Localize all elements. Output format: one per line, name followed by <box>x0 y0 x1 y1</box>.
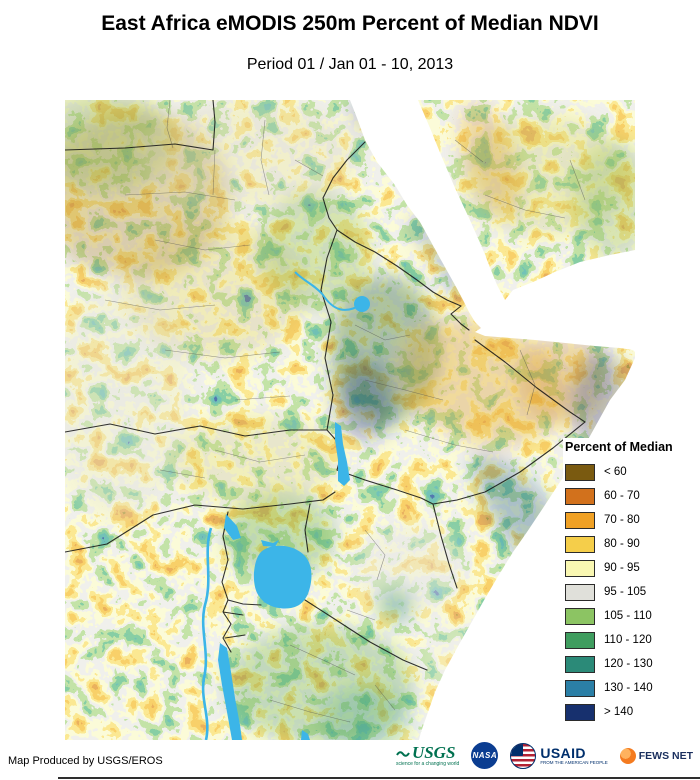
legend-label: 60 - 70 <box>604 490 640 502</box>
legend-row: 120 - 130 <box>565 652 700 676</box>
legend-swatch <box>565 607 595 625</box>
legend-row: 110 - 120 <box>565 628 700 652</box>
lake-albert <box>224 514 241 540</box>
lake-victoria <box>253 545 312 609</box>
legend-label: 70 - 80 <box>604 514 640 526</box>
blue-nile-river <box>294 271 363 311</box>
fewsnet-wordmark: FEWS NET <box>638 749 693 762</box>
legend-swatch <box>565 463 595 481</box>
legend-rows: < 60 60 - 70 70 - 80 80 - 90 90 - 95 95 … <box>565 460 700 724</box>
usgs-wordmark: USGS <box>411 743 456 762</box>
legend-row: < 60 <box>565 460 700 484</box>
legend-row: 90 - 95 <box>565 556 700 580</box>
legend-label: 95 - 105 <box>604 586 647 598</box>
legend-row: 70 - 80 <box>565 508 700 532</box>
lake-kyoga <box>261 540 279 547</box>
legend-label: 90 - 95 <box>604 562 640 574</box>
fewsnet-logo: FEWS NET <box>619 747 693 764</box>
map-canvas <box>64 99 635 741</box>
legend-row: > 140 <box>565 700 700 724</box>
fewsnet-globe-icon <box>619 747 636 764</box>
legend-label: 130 - 140 <box>604 682 653 694</box>
water-bodies <box>201 271 370 741</box>
legend-swatch <box>565 679 595 697</box>
usaid-logo: USAID FROM THE AMERICAN PEOPLE <box>510 742 608 769</box>
legend-row: 80 - 90 <box>565 532 700 556</box>
legend-swatch <box>565 631 595 649</box>
legend-label: > 140 <box>604 706 634 718</box>
usaid-wordmark: USAID <box>540 744 586 761</box>
legend-title: Percent of Median <box>565 440 673 454</box>
legend-swatch <box>565 511 595 529</box>
legend-label: < 60 <box>604 466 627 478</box>
usgs-logo: USGS science for a changing world <box>396 744 459 767</box>
legend-label: 105 - 110 <box>604 610 652 622</box>
admin-borders <box>104 99 586 723</box>
legend-swatch <box>565 583 595 601</box>
legend-swatch <box>565 487 595 505</box>
legend-row: 60 - 70 <box>565 484 700 508</box>
legend-swatch <box>565 535 595 553</box>
legend-label: 110 - 120 <box>604 634 652 646</box>
legend-row: 95 - 105 <box>565 580 700 604</box>
nile-river <box>201 527 213 741</box>
legend-swatch <box>565 655 595 673</box>
ndvi-map-svg <box>64 99 635 741</box>
lake-tanganyika <box>218 643 242 740</box>
legend-label: 120 - 130 <box>604 658 653 670</box>
map-subtitle: Period 01 / Jan 01 - 10, 2013 <box>246 56 454 73</box>
lake-turkana <box>335 422 350 486</box>
legend-row: 105 - 110 <box>565 604 700 628</box>
nasa-wordmark: NASA <box>472 751 498 760</box>
legend-swatch <box>565 703 595 721</box>
usaid-seal-icon <box>510 742 537 769</box>
legend: Percent of Median < 60 60 - 70 70 - 80 8… <box>563 438 700 726</box>
usgs-wave-icon <box>396 750 410 757</box>
bottom-rule <box>58 777 700 779</box>
legend-row: 130 - 140 <box>565 676 700 700</box>
credit-text: Map Produced by USGS/EROS <box>8 755 163 767</box>
lake-malawi <box>301 730 310 740</box>
usaid-tagline: FROM THE AMERICAN PEOPLE <box>540 759 608 765</box>
map-title: East Africa eMODIS 250m Percent of Media… <box>101 12 599 35</box>
logo-row: USGS science for a changing world NASA U… <box>396 742 693 769</box>
nasa-logo: NASA <box>471 742 499 769</box>
legend-swatch <box>565 559 595 577</box>
lake-tana <box>354 296 370 312</box>
usgs-tagline: science for a changing world <box>395 761 460 767</box>
legend-label: 80 - 90 <box>604 538 640 550</box>
